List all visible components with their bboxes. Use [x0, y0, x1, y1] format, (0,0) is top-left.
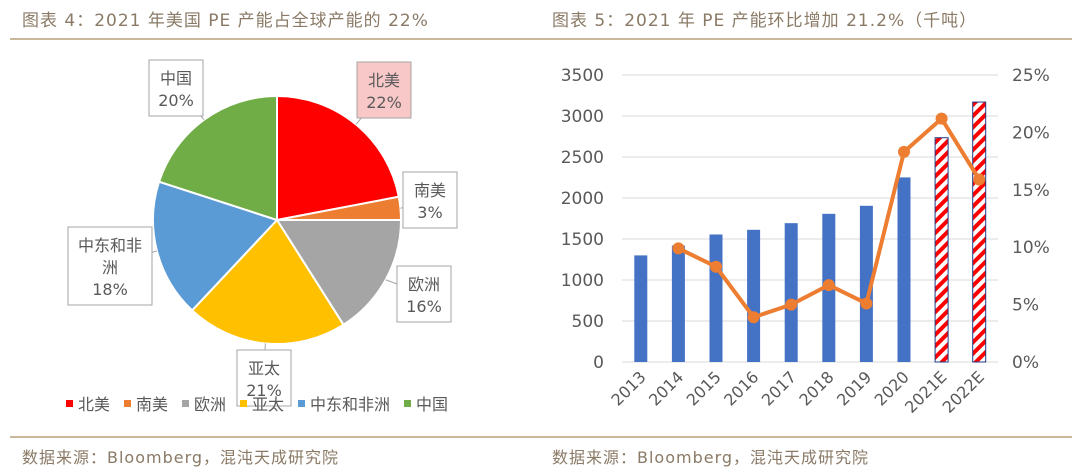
data-label-2: 欧洲 [408, 275, 440, 294]
y-left-tick-3: 1500 [561, 230, 604, 250]
data-label-4: 中东和非 [78, 236, 142, 255]
legend-swatch-2 [182, 400, 189, 407]
growth-point-2017 [785, 298, 798, 311]
x-tick-2016: 2016 [720, 367, 762, 409]
x-tick-2022E: 2022E [939, 367, 988, 416]
bar-2017 [784, 223, 798, 362]
data-label-box-4 [67, 226, 153, 306]
data-label-box-0 [356, 61, 412, 119]
x-tick-2018: 2018 [795, 367, 837, 409]
pie-slice-0 [276, 94, 400, 222]
legend-label-0: 北美 [78, 395, 110, 414]
y-right-tick-4: 20% [1012, 123, 1050, 143]
x-tick-2021E: 2021E [901, 367, 950, 416]
pie-slice-5 [157, 94, 278, 222]
legend-label-4: 中东和非洲 [310, 395, 390, 414]
bar-2014 [671, 245, 685, 362]
x-tick-2019: 2019 [833, 367, 875, 409]
pie-source: 数据来源：Bloomberg，混沌天成研究院 [22, 448, 340, 467]
header-divider [10, 38, 1072, 40]
bar-2020 [897, 177, 911, 362]
growth-point-2014 [672, 242, 685, 255]
legend-swatch-5 [404, 400, 411, 407]
y-left-tick-4: 2000 [561, 189, 604, 209]
data-label-1: 南美 [414, 181, 446, 200]
legend-label-5: 中国 [416, 395, 448, 414]
legend-swatch-0 [66, 400, 73, 407]
bar-source: 数据来源：Bloomberg，混沌天成研究院 [552, 448, 870, 467]
y-left-tick-2: 1000 [561, 271, 604, 291]
y-left-tick-7: 3500 [561, 66, 604, 86]
growth-point-2016 [747, 311, 760, 324]
data-label-2: 16% [406, 297, 442, 316]
data-label-box-3 [236, 349, 292, 407]
y-right-tick-2: 10% [1012, 238, 1050, 258]
bar-2013 [634, 255, 648, 362]
legend-label-2: 欧洲 [194, 395, 226, 414]
y-left-tick-6: 3000 [561, 107, 604, 127]
data-label-5: 中国 [160, 69, 192, 88]
growth-point-2021E [935, 112, 948, 125]
data-label-3: 亚太 [248, 359, 280, 378]
y-left-tick-1: 500 [572, 312, 604, 332]
legend-swatch-4 [298, 400, 305, 407]
y-right-tick-3: 15% [1012, 181, 1050, 201]
legend-swatch-3 [240, 400, 247, 407]
bar-2022E [972, 101, 987, 363]
data-label-0: 北美 [368, 71, 400, 90]
x-tick-2014: 2014 [645, 367, 687, 409]
data-label-5: 20% [158, 91, 194, 110]
data-label-3: 21% [246, 381, 282, 400]
growth-point-2015 [710, 260, 722, 273]
data-label-4: 18% [92, 280, 128, 299]
data-label-box-5 [148, 59, 204, 117]
growth-point-2019 [860, 297, 873, 310]
x-tick-2013: 2013 [607, 367, 649, 409]
data-label-0: 22% [366, 93, 402, 112]
x-tick-2017: 2017 [758, 367, 800, 409]
legend-label-3: 亚太 [252, 395, 284, 414]
pie-chart-title: 图表 4：2021 年美国 PE 产能占全球产能的 22% [22, 11, 429, 31]
data-label-box-2 [396, 265, 452, 323]
data-label-4: 洲 [102, 258, 118, 277]
y-left-tick-0: 0 [593, 353, 604, 373]
y-left-tick-5: 2500 [561, 148, 604, 168]
data-label-1: 3% [417, 203, 442, 222]
bar-2016 [747, 229, 761, 362]
bar-2021E [934, 137, 949, 363]
legend-swatch-1 [124, 400, 131, 407]
bar-chart-title: 图表 5：2021 年 PE 产能环比增加 21.2%（千吨） [552, 11, 978, 31]
bar-2019 [859, 205, 873, 362]
legend-label-1: 南美 [136, 395, 168, 414]
growth-point-2022E [973, 173, 986, 186]
y-right-tick-0: 0% [1012, 353, 1039, 373]
growth-point-2018 [822, 279, 835, 292]
x-tick-2015: 2015 [683, 367, 725, 409]
y-right-tick-5: 25% [1012, 66, 1050, 86]
pie-slice-4 [152, 180, 279, 312]
data-label-box-1 [402, 171, 458, 229]
footer-divider [10, 436, 1072, 438]
growth-point-2020 [898, 145, 910, 158]
bar-2015 [709, 234, 723, 362]
y-right-tick-1: 5% [1012, 296, 1039, 316]
